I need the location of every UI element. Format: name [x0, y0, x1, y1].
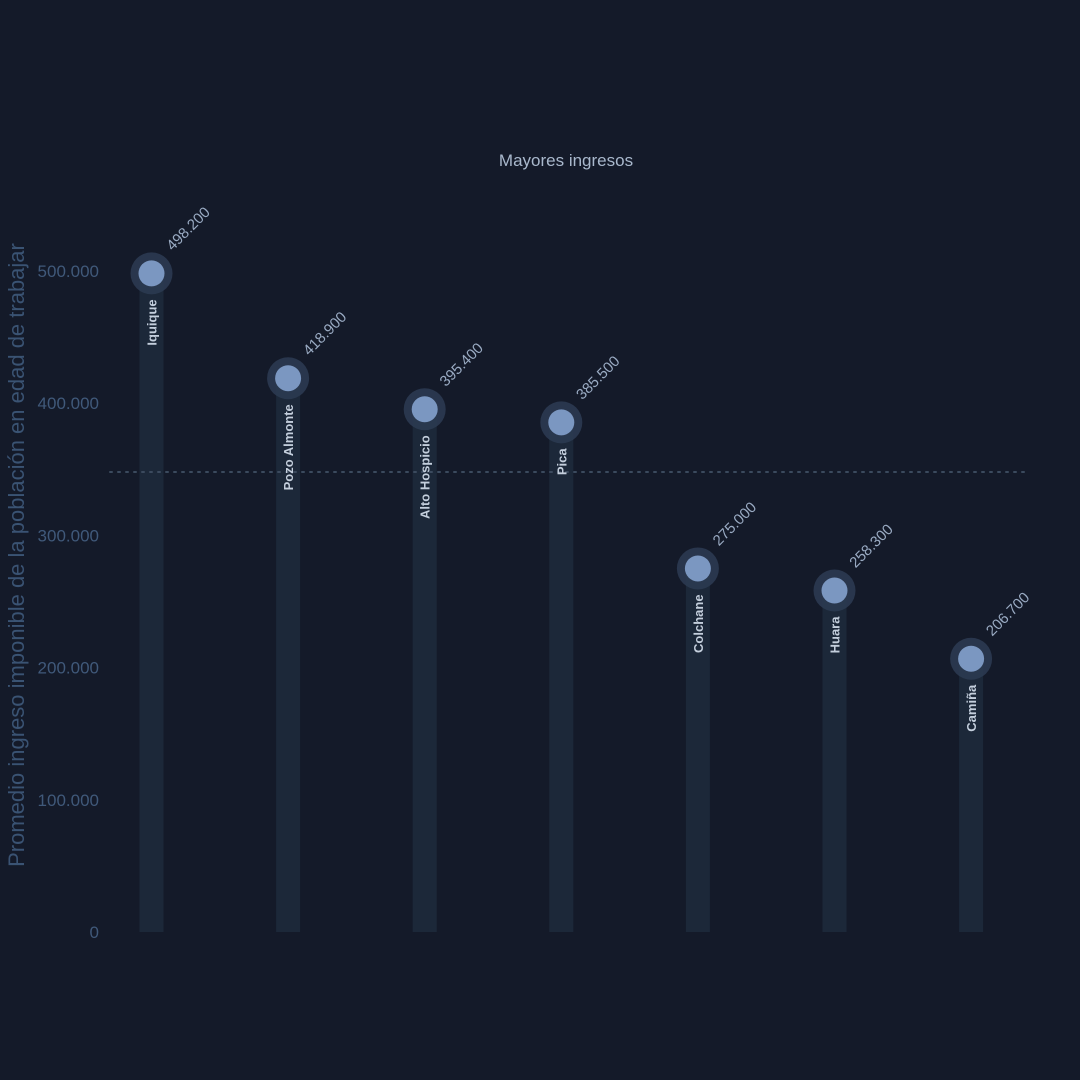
y-tick-label: 300.000 [38, 526, 99, 545]
value-label: 418.900 [300, 309, 350, 359]
bar [549, 422, 574, 932]
y-tick-label: 200.000 [38, 659, 99, 678]
bar [959, 658, 984, 932]
marker-dot [958, 645, 985, 672]
y-tick-label: 100.000 [38, 791, 99, 810]
category-label: Iquique [145, 299, 160, 345]
value-label: 395.400 [437, 340, 487, 390]
y-axis-label: Promedio ingreso imponible de la poblaci… [4, 243, 29, 867]
bar [276, 378, 301, 932]
value-label: 385.500 [573, 353, 623, 403]
marker-dot [411, 396, 438, 423]
bar [412, 409, 437, 932]
bar [139, 273, 164, 932]
value-label: 206.700 [983, 589, 1033, 639]
marker-dot [548, 409, 575, 436]
y-tick-label: 400.000 [38, 394, 99, 413]
marker-dot [821, 577, 848, 604]
bar [822, 590, 847, 932]
category-label: Camiña [964, 684, 979, 732]
value-label: 498.200 [163, 204, 213, 254]
marker-dot [138, 260, 165, 287]
markers-layer [130, 252, 993, 680]
marker-dot [275, 365, 302, 392]
value-label: 275.000 [710, 499, 760, 549]
bars-layer [139, 273, 984, 932]
chart-title: Mayores ingresos [499, 151, 633, 170]
category-label: Pica [554, 448, 569, 476]
bar [685, 568, 710, 932]
category-label: Huara [828, 616, 843, 654]
category-label: Pozo Almonte [281, 404, 296, 490]
y-tick-label: 0 [90, 923, 99, 942]
y-axis-ticks: 0 100.000 200.000 300.000 400.000 500.000 [38, 262, 99, 942]
value-label: 258.300 [846, 521, 896, 571]
marker-dot [684, 555, 711, 582]
category-label: Colchane [691, 594, 706, 653]
y-tick-label: 500.000 [38, 262, 99, 281]
category-label: Alto Hospicio [418, 435, 433, 519]
